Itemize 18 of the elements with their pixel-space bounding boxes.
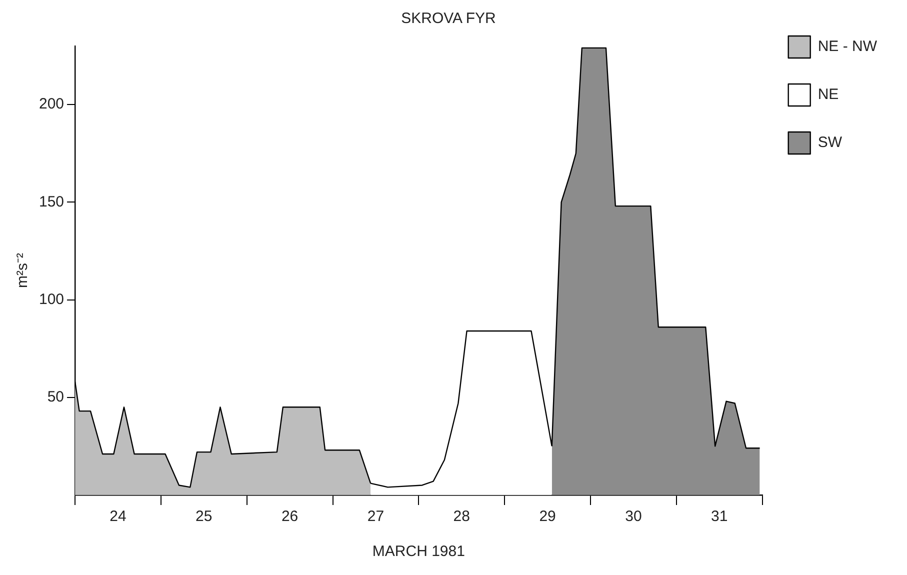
y-tick-label: 100 <box>38 290 64 308</box>
chart-title: SKROVA FYR <box>401 10 496 28</box>
x-tick-label: 25 <box>196 508 212 526</box>
legend-label: NE - NW <box>818 38 878 56</box>
y-axis-title: m²s⁻² <box>14 253 32 288</box>
x-tick-label: 30 <box>625 508 642 526</box>
x-tick-label: 24 <box>110 508 126 526</box>
x-tick-label: 31 <box>711 508 728 526</box>
y-tick-label: 200 <box>38 96 64 113</box>
x-tick-label: 26 <box>281 508 298 526</box>
x-axis-title: MARCH 1981 <box>372 543 465 560</box>
legend-label: SW <box>818 134 843 152</box>
y-tick-label: 150 <box>38 193 64 210</box>
x-tick-label: 28 <box>453 508 470 526</box>
y-tick-label: 50 <box>47 388 64 406</box>
x-tick-label: 27 <box>367 508 384 526</box>
legend-label: NE <box>818 86 839 104</box>
x-tick-label: 29 <box>539 508 556 526</box>
